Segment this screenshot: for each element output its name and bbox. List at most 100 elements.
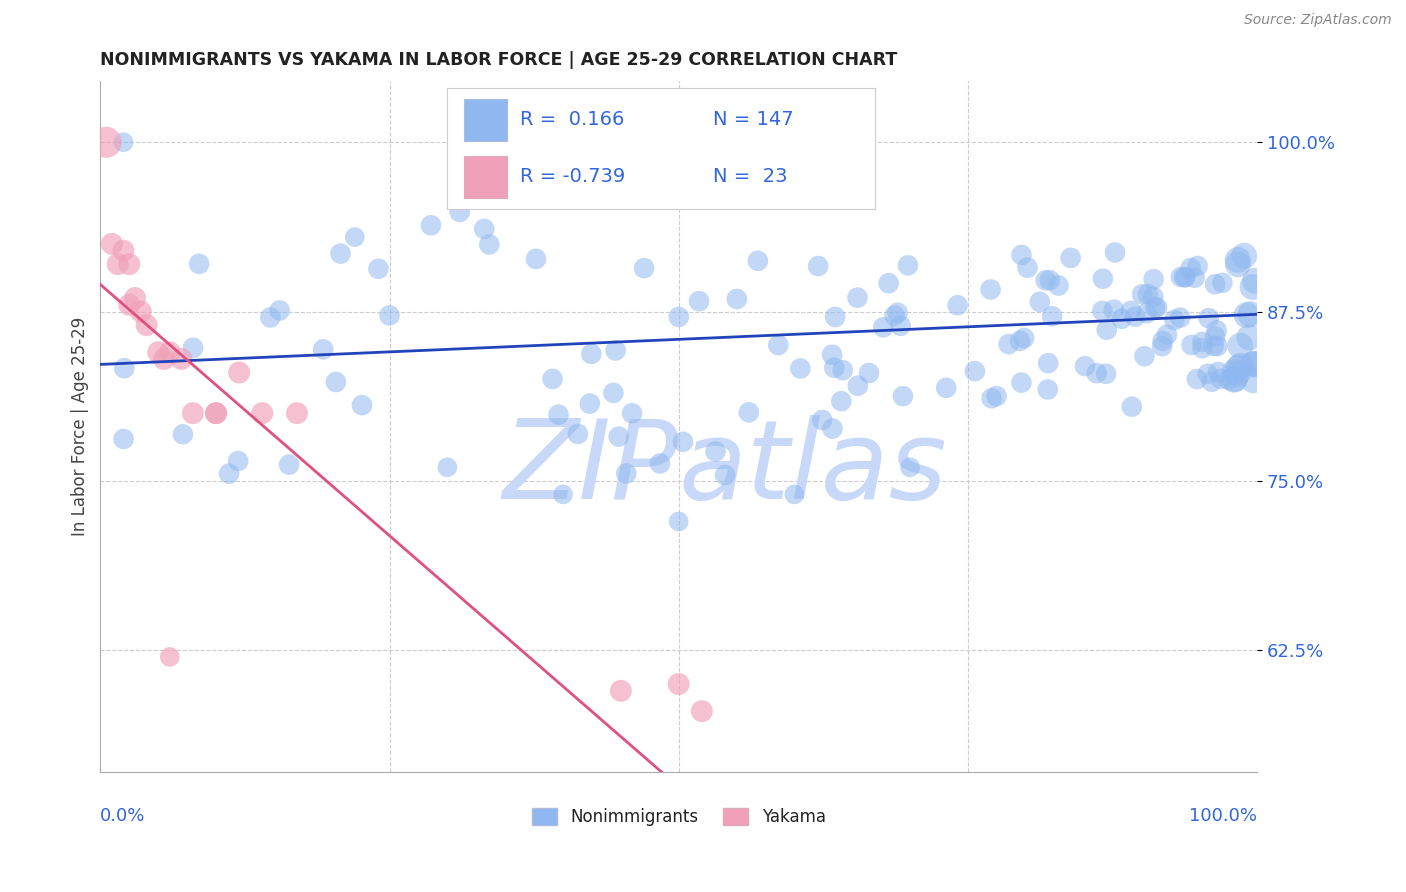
Point: [1029, 294, 1052, 309]
Point: [1168, 310, 1191, 325]
Point: [1243, 373, 1265, 387]
Point: [148, 345, 170, 359]
Point: [1152, 334, 1174, 348]
Point: [605, 343, 627, 358]
Point: [112, 136, 135, 150]
Point: [1191, 334, 1213, 349]
Point: [325, 375, 347, 389]
Point: [1163, 313, 1185, 327]
Point: [1135, 306, 1157, 320]
Point: [1209, 372, 1232, 386]
Point: [285, 406, 308, 420]
Point: [1012, 331, 1035, 345]
Point: [1047, 278, 1070, 293]
Point: [846, 378, 869, 392]
Point: [824, 310, 846, 324]
Point: [181, 406, 204, 420]
Point: [159, 649, 181, 664]
Point: [1180, 260, 1202, 275]
Point: [541, 372, 564, 386]
Point: [891, 389, 914, 403]
Point: [610, 683, 633, 698]
Point: [1133, 349, 1156, 363]
Point: [1204, 277, 1226, 292]
Point: [946, 298, 969, 312]
Point: [821, 348, 844, 362]
Point: [94, 136, 117, 150]
Point: [124, 291, 146, 305]
Point: [1229, 359, 1251, 373]
Point: [1174, 270, 1197, 285]
Point: [367, 261, 389, 276]
Point: [886, 306, 908, 320]
Point: [1184, 270, 1206, 285]
Point: [997, 337, 1019, 351]
Point: [228, 366, 250, 380]
Point: [1191, 341, 1213, 355]
Point: [1229, 339, 1251, 353]
Point: [633, 261, 655, 276]
Point: [378, 309, 401, 323]
Point: [1206, 365, 1229, 379]
Point: [688, 294, 710, 309]
Point: [436, 460, 458, 475]
Point: [823, 360, 845, 375]
Point: [1130, 287, 1153, 301]
Point: [1233, 249, 1256, 263]
Point: [890, 318, 912, 333]
Point: [1218, 373, 1240, 387]
Point: [1095, 323, 1118, 337]
Point: [170, 351, 193, 366]
Point: [1035, 273, 1057, 287]
Point: [783, 487, 806, 501]
Point: [112, 432, 135, 446]
Point: [1241, 280, 1264, 294]
Point: [614, 467, 637, 481]
Point: [704, 444, 727, 458]
Point: [1119, 304, 1142, 318]
Point: [1226, 367, 1249, 381]
Point: [579, 396, 602, 410]
Point: [672, 434, 695, 449]
Point: [547, 408, 569, 422]
Point: [159, 345, 181, 359]
Point: [1226, 257, 1249, 271]
Point: [1241, 357, 1264, 371]
Point: [472, 222, 495, 236]
Point: [602, 385, 624, 400]
Point: [747, 253, 769, 268]
Point: [1040, 310, 1063, 324]
Legend: Nonimmigrants, Yakama: Nonimmigrants, Yakama: [524, 801, 832, 833]
Point: [1111, 311, 1133, 326]
Point: [218, 467, 240, 481]
Point: [1211, 276, 1233, 290]
Point: [1091, 271, 1114, 285]
Point: [112, 361, 135, 376]
Point: [129, 304, 152, 318]
Point: [668, 515, 690, 529]
Point: [259, 310, 281, 325]
Point: [107, 257, 129, 271]
Point: [1244, 274, 1267, 288]
Point: [1170, 269, 1192, 284]
Point: [343, 230, 366, 244]
Point: [1036, 383, 1059, 397]
Text: Source: ZipAtlas.com: Source: ZipAtlas.com: [1244, 13, 1392, 28]
Point: [112, 244, 135, 258]
Point: [1223, 372, 1246, 386]
Point: [1143, 301, 1166, 315]
Point: [1236, 308, 1258, 322]
Point: [1121, 400, 1143, 414]
Point: [668, 310, 690, 324]
Point: [350, 398, 373, 412]
Point: [1102, 302, 1125, 317]
Point: [1060, 251, 1083, 265]
Text: ZIP: ZIP: [503, 415, 679, 522]
Point: [1038, 356, 1060, 370]
Point: [1205, 323, 1227, 337]
Point: [478, 237, 501, 252]
Point: [1201, 375, 1223, 389]
Point: [1142, 290, 1164, 304]
Point: [329, 246, 352, 260]
Point: [807, 259, 830, 273]
